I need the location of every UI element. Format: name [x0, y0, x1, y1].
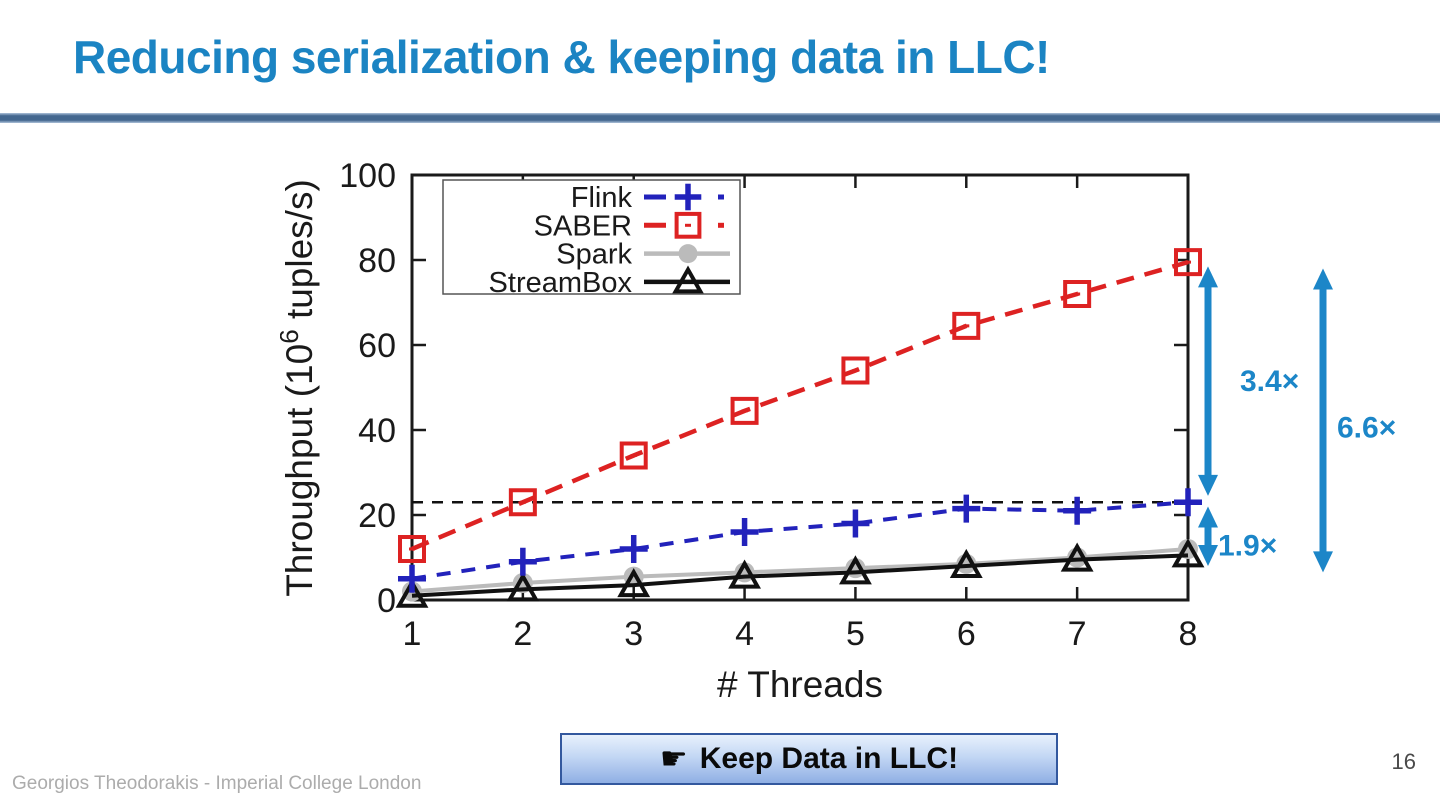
footer-credit: Georgios Theodorakis - Imperial College … [12, 773, 422, 794]
x-tick-label: 5 [846, 615, 865, 653]
series-streambox [395, 538, 1205, 608]
x-tick-label: 3 [624, 615, 643, 653]
y-tick-label: 40 [358, 412, 396, 450]
y-axis-label: Throughput (106 tuples/s) [280, 179, 320, 597]
speedup-arrow-1: 3.4× [1198, 266, 1299, 496]
x-tick-label: 6 [957, 615, 976, 653]
x-tick-label: 8 [1179, 615, 1198, 653]
svg-text:StreamBox: StreamBox [489, 267, 633, 299]
y-tick-label: 0 [377, 582, 396, 620]
speedup-label: 1.9× [1218, 529, 1277, 562]
speedup-label: 3.4× [1240, 365, 1299, 398]
pointing-hand-icon: ☛ [659, 741, 688, 777]
x-tick-label: 7 [1068, 615, 1087, 653]
speedup-arrow-2: 1.9× [1198, 506, 1277, 566]
title-divider [0, 113, 1440, 123]
page-title: Reducing serialization & keeping data in… [73, 31, 1050, 83]
page-number: 16 [1391, 749, 1416, 774]
x-axis-label: # Threads [717, 664, 883, 705]
speedup-annotations: 3.4× 1.9× 6.6× [1198, 266, 1396, 573]
speedup-arrow-3: 6.6× [1313, 268, 1396, 573]
speedup-label: 6.6× [1337, 411, 1396, 444]
series-flink [398, 488, 1202, 593]
x-tick-label: 1 [403, 615, 422, 653]
y-tick-label: 60 [358, 327, 396, 365]
y-tick-label: 100 [339, 157, 396, 195]
svg-text:SABER: SABER [534, 210, 632, 242]
legend-item-flink: Flink [571, 182, 724, 214]
x-tick-label: 4 [735, 615, 754, 653]
series-saber [398, 248, 1202, 563]
banner-label: Keep Data in LLC! [699, 742, 959, 775]
keep-data-banner: ☛ Keep Data in LLC! [560, 733, 1058, 785]
legend-item-saber: SABER [534, 210, 724, 242]
svg-text:Flink: Flink [571, 182, 633, 214]
legend-item-streambox: StreamBox [489, 265, 730, 299]
chart-axes: 0 20 40 60 80 100 1 2 3 4 5 6 7 8 [339, 157, 1197, 653]
y-tick-label: 80 [358, 242, 396, 280]
throughput-chart: 0 20 40 60 80 100 1 2 3 4 5 6 7 8 # Threads Throughput … [280, 157, 1205, 705]
y-tick-label: 20 [358, 497, 396, 535]
legend-item-spark: Spark [556, 239, 730, 271]
svg-text:Spark: Spark [556, 239, 632, 271]
x-tick-label: 2 [513, 615, 532, 653]
